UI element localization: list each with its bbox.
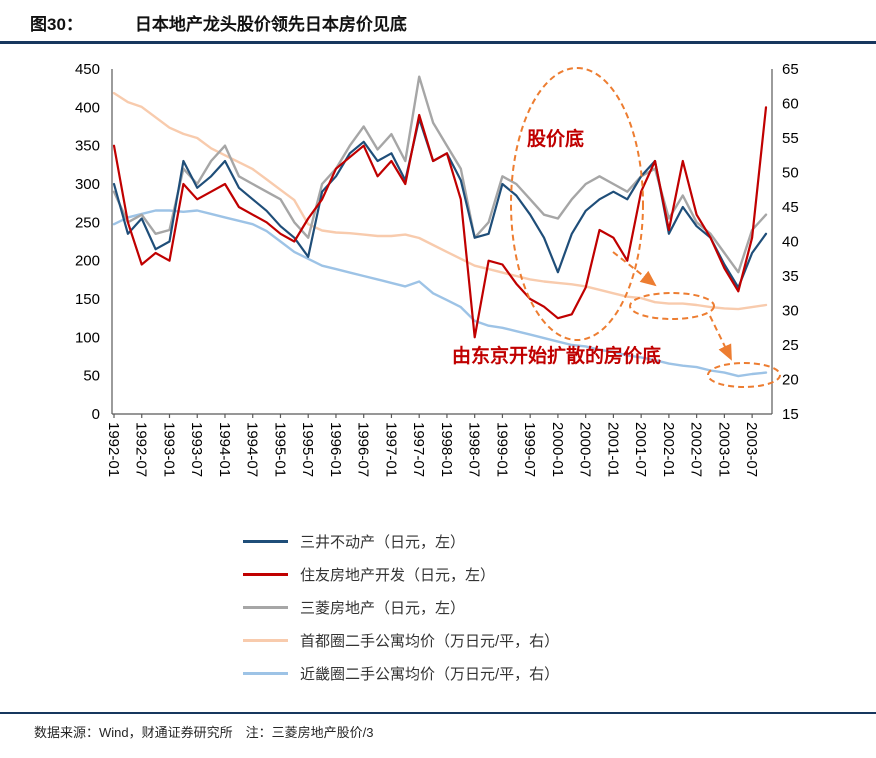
- legend-item: 首都圈二手公寓均价（万日元/平，右）: [243, 624, 876, 657]
- legend-swatch-icon: [243, 606, 288, 609]
- arrow-to-kinki-price-icon: [709, 315, 732, 361]
- y-axis-tick-left: 50: [83, 368, 100, 385]
- y-axis-tick-left: 400: [75, 99, 100, 116]
- y-axis-tick-left: 450: [75, 61, 100, 78]
- line-chart: 0 50 100 150 200 250 300 350 400 450 15 20 25 30 35 40…: [75, 61, 799, 477]
- x-axis-labels: 1992-01 1992-07 1993-01 1993-07 1994-01 1994-…: [105, 414, 760, 477]
- y-axis-tick-left: 250: [75, 214, 100, 231]
- y-axis-tick-right: 65: [782, 61, 799, 78]
- x-axis-tick-label: 1996-07: [355, 422, 372, 477]
- y-axis-tick-left: 200: [75, 253, 100, 270]
- legend-label: 近畿圈二手公寓均价（万日元/平，右）: [300, 666, 560, 683]
- x-axis-tick-label: 1997-07: [410, 422, 427, 477]
- legend-swatch-icon: [243, 540, 288, 543]
- x-axis-tick-label: 1992-07: [133, 422, 150, 477]
- y-axis-labels-left: 0 50 100 150 200 250 300 350 400 450: [75, 61, 100, 423]
- x-axis-tick-label: 1998-01: [438, 422, 455, 477]
- stock-bottom-ellipse: [510, 67, 644, 341]
- annotations: 股价底 由东京开始扩散的房价底: [452, 67, 781, 388]
- x-axis-tick-label: 1993-01: [160, 422, 177, 477]
- chart-legend: 三井不动产（日元，左） 住友房地产开发（日元，左） 三菱房地产（日元，左） 首都圈二手…: [243, 525, 876, 690]
- arrow-to-tokyo-price-icon: [612, 251, 657, 287]
- x-axis-tick-label: 2001-07: [632, 422, 649, 477]
- header: 图30： 日本地产龙头股价领先日本房价见底: [0, 0, 876, 35]
- x-axis-tick-label: 2001-01: [604, 422, 621, 477]
- title-divider: [0, 41, 876, 44]
- figure-label: 图30：: [30, 15, 83, 34]
- footer-divider: [0, 712, 876, 714]
- x-axis-tick-label: 1997-01: [382, 422, 399, 477]
- footer: 数据来源：Wind，财通证券研究所 注：三菱房地产股价/3: [0, 712, 876, 741]
- kinki-price-bottom-ellipse: [707, 362, 781, 388]
- series-line: [112, 91, 768, 311]
- y-axis-tick-right: 50: [782, 165, 799, 182]
- legend-label: 住友房地产开发（日元，左）: [300, 567, 496, 584]
- y-axis-tick-left: 100: [75, 329, 100, 346]
- legend-item: 近畿圈二手公寓均价（万日元/平，右）: [243, 657, 876, 690]
- x-axis-tick-label: 2000-01: [549, 422, 566, 477]
- x-axis-tick-label: 1996-01: [327, 422, 344, 477]
- y-axis-tick-right: 55: [782, 130, 799, 147]
- data-source: 数据来源：Wind，财通证券研究所 注：三菱房地产股价/3: [34, 725, 374, 740]
- x-axis-tick-label: 2002-01: [660, 422, 677, 477]
- y-axis-tick-left: 0: [92, 406, 100, 423]
- x-axis-tick-label: 2002-07: [688, 422, 705, 477]
- x-axis-tick-label: 1995-01: [271, 422, 288, 477]
- y-axis-tick-right: 40: [782, 234, 799, 251]
- y-axis-labels-right: 15 20 25 30 35 40 45 50 55 60 65: [782, 61, 799, 423]
- legend-item: 三井不动产（日元，左）: [243, 525, 876, 558]
- series-line: [112, 117, 768, 289]
- y-axis-tick-left: 350: [75, 138, 100, 155]
- x-axis-tick-label: 1992-01: [105, 422, 122, 477]
- legend-swatch-icon: [243, 672, 288, 675]
- y-axis-tick-right: 35: [782, 268, 799, 285]
- x-axis-tick-label: 1994-01: [216, 422, 233, 477]
- y-axis-tick-right: 45: [782, 199, 799, 216]
- y-axis-tick-left: 300: [75, 176, 100, 193]
- y-axis-tick-right: 20: [782, 372, 799, 389]
- legend-item: 三菱房地产（日元，左）: [243, 591, 876, 624]
- chart-series: [112, 75, 768, 378]
- series-line: [112, 106, 768, 339]
- y-axis-tick-left: 150: [75, 291, 100, 308]
- legend-swatch-icon: [243, 639, 288, 642]
- x-axis-tick-label: 1999-07: [521, 422, 538, 477]
- legend-label: 首都圈二手公寓均价（万日元/平，右）: [300, 633, 560, 650]
- x-axis-tick-label: 2003-07: [743, 422, 760, 477]
- legend-item: 住友房地产开发（日元，左）: [243, 558, 876, 591]
- x-axis-tick-label: 2003-01: [715, 422, 732, 477]
- series-line: [112, 209, 768, 378]
- x-axis-tick-label: 1993-07: [188, 422, 205, 477]
- tokyo-price-bottom-ellipse: [629, 292, 715, 320]
- x-axis-tick-label: 1998-07: [466, 422, 483, 477]
- house-price-bottom-label: 由东京开始扩散的房价底: [452, 344, 661, 367]
- y-axis-tick-right: 60: [782, 96, 799, 113]
- y-axis-tick-right: 25: [782, 337, 799, 354]
- x-axis-tick-label: 1994-07: [244, 422, 261, 477]
- x-axis-tick-label: 1999-01: [493, 422, 510, 477]
- y-axis-tick-right: 15: [782, 406, 799, 423]
- legend-swatch-icon: [243, 573, 288, 576]
- x-axis-tick-label: 2000-07: [577, 422, 594, 477]
- stock-bottom-label: 股价底: [527, 127, 584, 150]
- legend-label: 三菱房地产（日元，左）: [300, 600, 466, 617]
- x-axis-tick-label: 1995-07: [299, 422, 316, 477]
- page-title: 日本地产龙头股价领先日本房价见底: [134, 15, 407, 34]
- legend-label: 三井不动产（日元，左）: [300, 534, 466, 551]
- y-axis-tick-right: 30: [782, 303, 799, 320]
